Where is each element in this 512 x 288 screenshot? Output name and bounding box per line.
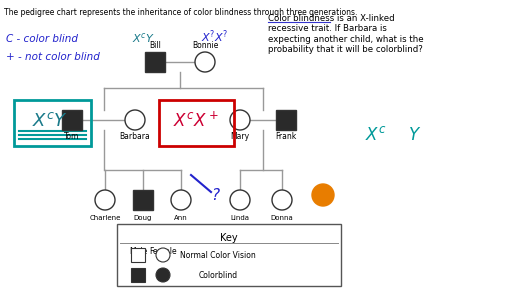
Circle shape — [312, 184, 334, 206]
Text: ?: ? — [211, 189, 219, 204]
Circle shape — [195, 52, 215, 72]
Text: Male: Male — [129, 247, 147, 256]
Text: Bill: Bill — [149, 41, 161, 50]
Bar — [131, 248, 145, 262]
Text: Bonnie: Bonnie — [192, 41, 218, 50]
Text: $\mathit{X^c}$: $\mathit{X^c}$ — [365, 126, 387, 144]
Text: Donna: Donna — [271, 215, 293, 221]
Circle shape — [156, 248, 170, 262]
Text: $\mathit{Y}$: $\mathit{Y}$ — [409, 126, 421, 144]
Bar — [131, 268, 145, 282]
Text: Female: Female — [149, 247, 177, 256]
Circle shape — [125, 110, 145, 130]
Text: Doug: Doug — [134, 215, 152, 221]
Text: Ann: Ann — [174, 215, 188, 221]
Text: Color blindness is an X-linked
recessive trait. If Barbara is
expecting another : Color blindness is an X-linked recessive… — [268, 14, 423, 54]
Bar — [145, 52, 165, 72]
FancyBboxPatch shape — [117, 224, 341, 286]
Text: Tom: Tom — [65, 132, 80, 141]
Text: Mary: Mary — [230, 132, 249, 141]
Circle shape — [230, 190, 250, 210]
Bar — [276, 110, 296, 130]
Circle shape — [272, 190, 292, 210]
Text: Key: Key — [220, 233, 238, 243]
Text: Frank: Frank — [275, 132, 296, 141]
Text: Normal Color Vision: Normal Color Vision — [180, 251, 256, 259]
Text: $\mathit{X^cY}$: $\mathit{X^cY}$ — [132, 31, 155, 45]
Text: $\mathit{X^cX^+}$: $\mathit{X^cX^+}$ — [173, 111, 219, 131]
Text: Charlene: Charlene — [89, 215, 121, 221]
Text: C - color blind: C - color blind — [6, 34, 78, 44]
Bar — [62, 110, 82, 130]
Text: The pedigree chart represents the inheritance of color blindness through three g: The pedigree chart represents the inheri… — [4, 8, 357, 17]
Text: Linda: Linda — [230, 215, 249, 221]
Circle shape — [95, 190, 115, 210]
Text: Barbara: Barbara — [120, 132, 151, 141]
Text: $\mathit{X^cY}$: $\mathit{X^cY}$ — [32, 112, 68, 130]
Circle shape — [171, 190, 191, 210]
Circle shape — [156, 268, 170, 282]
Text: Colorblind: Colorblind — [199, 270, 238, 279]
Text: + - not color blind: + - not color blind — [6, 52, 100, 62]
Text: $\mathit{X^?X^?}$: $\mathit{X^?X^?}$ — [201, 29, 229, 45]
Circle shape — [230, 110, 250, 130]
Bar — [133, 190, 153, 210]
